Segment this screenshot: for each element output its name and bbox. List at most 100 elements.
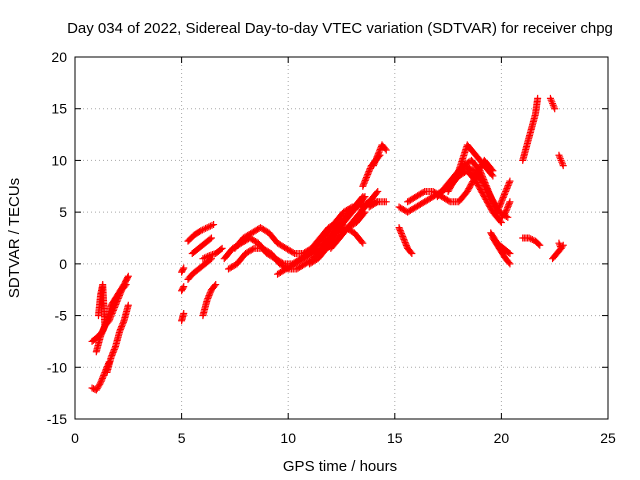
data-point <box>557 156 565 164</box>
data-point <box>359 193 367 201</box>
data-point <box>203 224 211 232</box>
data-point <box>473 179 488 199</box>
data-point <box>309 235 323 251</box>
data-point <box>326 230 340 246</box>
data-point <box>307 256 321 267</box>
data-point <box>190 245 201 256</box>
data-point <box>309 245 323 257</box>
data-point <box>209 282 219 292</box>
data-point <box>243 245 257 257</box>
data-point <box>439 193 453 205</box>
data-point <box>258 225 272 236</box>
data-point <box>202 256 214 267</box>
data-point <box>558 158 567 168</box>
data-point <box>109 306 117 314</box>
data-point <box>506 250 514 258</box>
data-point <box>192 228 204 238</box>
data-point <box>536 241 544 249</box>
data-point <box>268 251 283 267</box>
data-point <box>234 251 248 267</box>
data-point <box>114 296 122 304</box>
data-point <box>554 246 564 256</box>
data-point <box>203 296 211 304</box>
data-point <box>317 240 332 256</box>
data-point <box>212 281 220 289</box>
data-point <box>112 329 123 349</box>
data-point <box>481 158 496 173</box>
data-point <box>247 235 261 246</box>
data-point <box>301 250 314 262</box>
data-point <box>399 234 407 242</box>
data-point <box>502 179 513 194</box>
data-point <box>202 235 214 246</box>
data-point <box>367 199 380 210</box>
data-point <box>374 187 382 195</box>
data-point <box>396 225 407 241</box>
data-point <box>379 142 389 153</box>
data-point <box>556 153 564 163</box>
data-point <box>479 179 494 199</box>
y-tick-label: 5 <box>59 204 67 220</box>
data-point <box>275 266 289 277</box>
data-point <box>359 182 367 190</box>
data-point <box>463 162 476 174</box>
data-point <box>361 208 369 216</box>
data-point <box>456 189 470 205</box>
data-point <box>358 199 372 215</box>
data-point <box>213 245 225 256</box>
data-point <box>343 204 357 220</box>
data-point <box>301 245 314 257</box>
data-points <box>88 94 567 394</box>
data-point <box>93 380 104 393</box>
data-point <box>369 162 377 170</box>
data-point <box>414 199 427 210</box>
data-point <box>556 241 564 251</box>
data-point <box>292 256 306 267</box>
data-point <box>190 266 201 277</box>
data-point <box>120 303 132 323</box>
data-point <box>527 235 538 244</box>
data-point <box>435 184 449 199</box>
data-point <box>405 204 419 215</box>
data-point <box>502 208 510 216</box>
data-point <box>124 301 132 309</box>
data-point <box>382 146 390 154</box>
y-tick-label: -10 <box>47 359 67 375</box>
data-point <box>317 235 332 251</box>
y-tick-label: -5 <box>55 308 68 324</box>
data-point <box>400 235 411 251</box>
data-point <box>199 298 211 318</box>
data-point <box>525 234 533 242</box>
data-point <box>555 151 563 159</box>
data-point <box>201 252 212 262</box>
y-axis-label: SDTVAR / TECUs <box>6 178 23 298</box>
data-point <box>110 298 121 313</box>
data-point <box>547 96 556 106</box>
data-point <box>405 246 415 256</box>
data-point <box>283 245 297 257</box>
data-point <box>370 153 381 168</box>
data-point <box>124 272 132 280</box>
data-point <box>519 142 531 163</box>
data-point <box>359 173 370 189</box>
data-point <box>180 283 188 291</box>
y-tick-label: 0 <box>59 256 67 272</box>
data-point <box>178 284 187 293</box>
data-point <box>559 241 567 249</box>
data-point <box>108 344 119 359</box>
data-point <box>395 224 403 232</box>
data-point <box>464 142 479 158</box>
data-point <box>534 94 542 102</box>
data-point <box>107 353 115 361</box>
data-point <box>317 225 332 241</box>
data-point <box>97 379 105 387</box>
data-point <box>197 227 205 235</box>
data-point <box>550 251 560 261</box>
x-tick-label: 25 <box>600 430 616 446</box>
x-tick-label: 0 <box>71 430 79 446</box>
data-point <box>549 101 558 111</box>
y-tick-label: 20 <box>51 49 67 65</box>
data-point <box>364 163 375 178</box>
data-point <box>473 153 487 168</box>
